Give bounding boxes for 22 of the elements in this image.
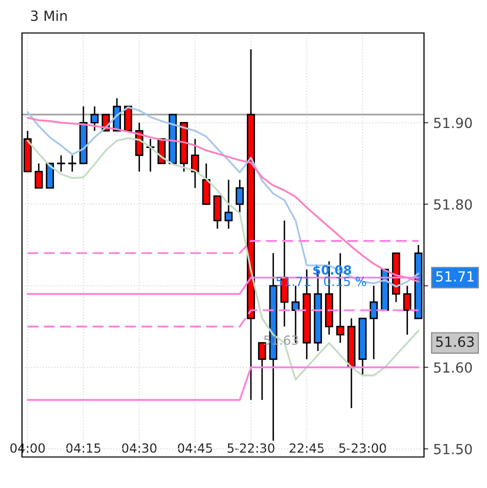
candlestick <box>224 179 233 230</box>
x-tick-label: 04:30 <box>122 443 156 453</box>
candlestick <box>68 154 76 172</box>
candlestick <box>56 154 66 172</box>
text: 51.63 <box>436 336 474 347</box>
candlestick <box>191 138 200 189</box>
x-tick-label: 5-23:00 <box>339 443 386 453</box>
chart-title: 3 Min <box>31 10 67 22</box>
y-tick-label: 51.80 <box>434 199 472 210</box>
x-tick-label: 04:15 <box>66 443 100 453</box>
candlestick <box>90 106 99 132</box>
y-tick-label: 51.90 <box>434 118 472 128</box>
x-tick-label: 5-22:30 <box>228 443 274 453</box>
x-tick-label: 22:45 <box>290 443 324 453</box>
candlestick <box>403 285 412 336</box>
candlestick <box>370 285 378 360</box>
text: 51.71 <box>436 271 474 282</box>
y-tick-label: 51.60 <box>434 362 472 373</box>
candlestick <box>34 162 43 189</box>
candlestick <box>236 179 244 214</box>
y-tick-label: 51.50 <box>434 444 472 454</box>
x-tick-label: 04:45 <box>178 443 212 453</box>
